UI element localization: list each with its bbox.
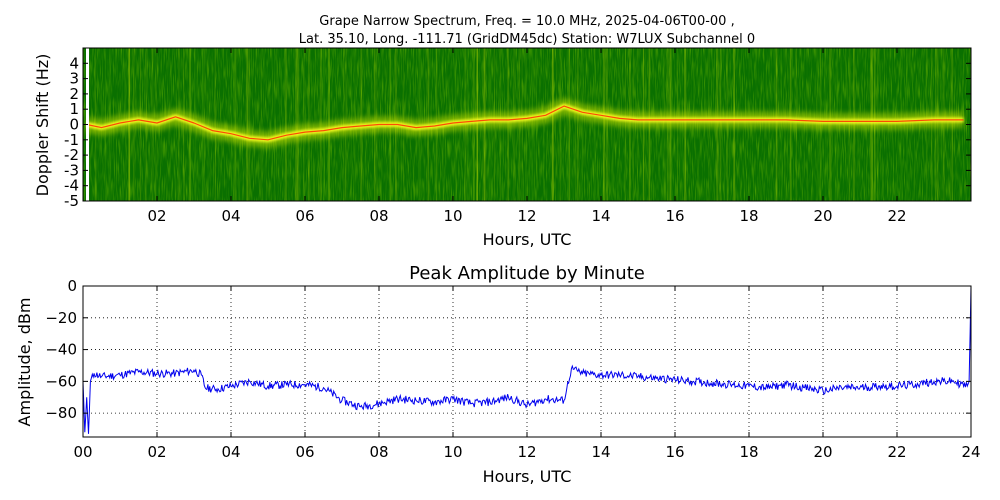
spectrogram-streak bbox=[575, 48, 576, 201]
amplitude-y-tick-label: −40 bbox=[45, 341, 77, 359]
spectrogram-streak bbox=[581, 48, 583, 201]
spectrum-title-line2: Lat. 35.10, Long. -111.71 (GridDM45dc) S… bbox=[299, 32, 755, 47]
spectrogram-streak bbox=[606, 48, 608, 201]
spectrogram-streak bbox=[577, 48, 579, 201]
spectrogram-x-tick-label: 02 bbox=[147, 207, 166, 225]
spectrogram-streak bbox=[552, 48, 554, 201]
spectrogram-x-tick-label: 22 bbox=[887, 207, 906, 225]
amplitude-x-tick-label: 08 bbox=[369, 443, 388, 461]
amplitude-y-tick-label: 0 bbox=[67, 277, 77, 295]
spectrogram-streak bbox=[234, 48, 237, 201]
amplitude-plot-area bbox=[83, 286, 971, 437]
spectrogram-streak bbox=[231, 48, 232, 201]
spectrogram-y-tick-label: -4 bbox=[64, 177, 79, 195]
spectrogram-y-tick-label: -2 bbox=[64, 146, 79, 164]
spectrum-title-line1: Grape Narrow Spectrum, Freq. = 10.0 MHz,… bbox=[319, 14, 734, 29]
spectrogram-x-tick-label: 04 bbox=[221, 207, 240, 225]
spectrogram-streak bbox=[284, 48, 287, 201]
amplitude-x-tick-label: 14 bbox=[591, 443, 610, 461]
doppler-trace-peak bbox=[86, 105, 964, 141]
amplitude-x-axis-label: Hours, UTC bbox=[483, 467, 572, 486]
spectrogram-streak bbox=[559, 48, 561, 201]
spectrogram-x-ticks: 02 04 06 08 10 12 14 16 18 20 22 bbox=[147, 48, 907, 225]
amplitude-x-tick-label: 10 bbox=[443, 443, 462, 461]
spectrogram-streak bbox=[294, 48, 297, 201]
spectrogram-x-tick-label: 08 bbox=[369, 207, 388, 225]
amplitude-y-tick-label: −60 bbox=[45, 372, 77, 390]
amplitude-x-tick-label: 24 bbox=[961, 443, 980, 461]
spectrogram-x-tick-label: 18 bbox=[739, 207, 758, 225]
amplitude-y-tick-label: −80 bbox=[45, 404, 77, 422]
spectrogram-streak bbox=[594, 48, 596, 201]
amplitude-x-ticks: 00 02 04 06 08 10 12 14 16 18 20 22 24 bbox=[73, 286, 981, 461]
amplitude-y-ticks: 0 −20 −40 −60 −80 bbox=[45, 277, 971, 422]
spectrogram-streak bbox=[248, 48, 250, 201]
amplitude-y-axis-label: Amplitude, dBm bbox=[15, 298, 34, 427]
spectrogram-streak bbox=[234, 48, 236, 201]
spectrogram-streak bbox=[298, 48, 300, 201]
amplitude-line bbox=[83, 286, 971, 434]
amplitude-x-tick-label: 18 bbox=[739, 443, 758, 461]
amplitude-x-tick-label: 06 bbox=[295, 443, 314, 461]
spectrogram-streak bbox=[603, 48, 605, 201]
amplitude-x-tick-label: 20 bbox=[813, 443, 832, 461]
spectrogram-streak bbox=[232, 48, 234, 201]
spectrogram-streak bbox=[568, 48, 570, 201]
spectrogram-x-tick-label: 14 bbox=[591, 207, 610, 225]
spectrogram-y-tick-label: 2 bbox=[69, 85, 79, 103]
spectrogram-streak bbox=[239, 48, 241, 201]
amplitude-x-tick-label: 12 bbox=[517, 443, 536, 461]
spectrogram-x-tick-label: 06 bbox=[295, 207, 314, 225]
spectrogram-streak bbox=[274, 48, 276, 201]
spectrogram-x-tick-label: 16 bbox=[665, 207, 684, 225]
spectrogram-y-tick-label: 4 bbox=[69, 54, 79, 72]
spectrogram-y-tick-label: 0 bbox=[69, 116, 79, 134]
spectrogram-y-tick-label: -5 bbox=[64, 192, 79, 210]
spectrogram-x-tick-label: 12 bbox=[517, 207, 536, 225]
spectrogram-streak bbox=[575, 48, 577, 201]
amplitude-x-tick-label: 00 bbox=[73, 443, 92, 461]
spectrogram-streak bbox=[260, 48, 263, 201]
amplitude-x-tick-label: 16 bbox=[665, 443, 684, 461]
amplitude-x-tick-label: 02 bbox=[147, 443, 166, 461]
spectrogram-y-tick-label: 3 bbox=[69, 70, 79, 88]
spectrogram-y-axis-label: Doppler Shift (Hz) bbox=[33, 54, 52, 197]
spectrogram-y-tick-label: 1 bbox=[69, 100, 79, 118]
amplitude-x-tick-label: 04 bbox=[221, 443, 240, 461]
spectrogram-x-tick-label: 20 bbox=[813, 207, 832, 225]
spectrogram-streak bbox=[246, 48, 248, 201]
spectrogram-y-tick-label: -3 bbox=[64, 161, 79, 179]
spectrogram-streak bbox=[296, 48, 299, 201]
amplitude-plot: 00 02 04 06 08 10 12 14 16 18 20 22 24 0 −20 −40 −60 −80 bbox=[45, 277, 980, 461]
spectrogram-x-tick-label: 10 bbox=[443, 207, 462, 225]
spectrogram-streak bbox=[551, 48, 554, 201]
amplitude-title: Peak Amplitude by Minute bbox=[409, 263, 645, 284]
spectrogram-streak bbox=[284, 48, 286, 201]
spectrogram-streak bbox=[559, 48, 562, 201]
spectrogram-y-tick-label: -1 bbox=[64, 131, 79, 149]
amplitude-grid bbox=[83, 286, 971, 437]
amplitude-x-tick-label: 22 bbox=[887, 443, 906, 461]
spectrogram-streak bbox=[567, 48, 570, 201]
amplitude-y-tick-label: −20 bbox=[45, 309, 77, 327]
spectrogram-x-axis-label: Hours, UTC bbox=[483, 230, 572, 249]
spectrogram-streak bbox=[603, 48, 606, 201]
